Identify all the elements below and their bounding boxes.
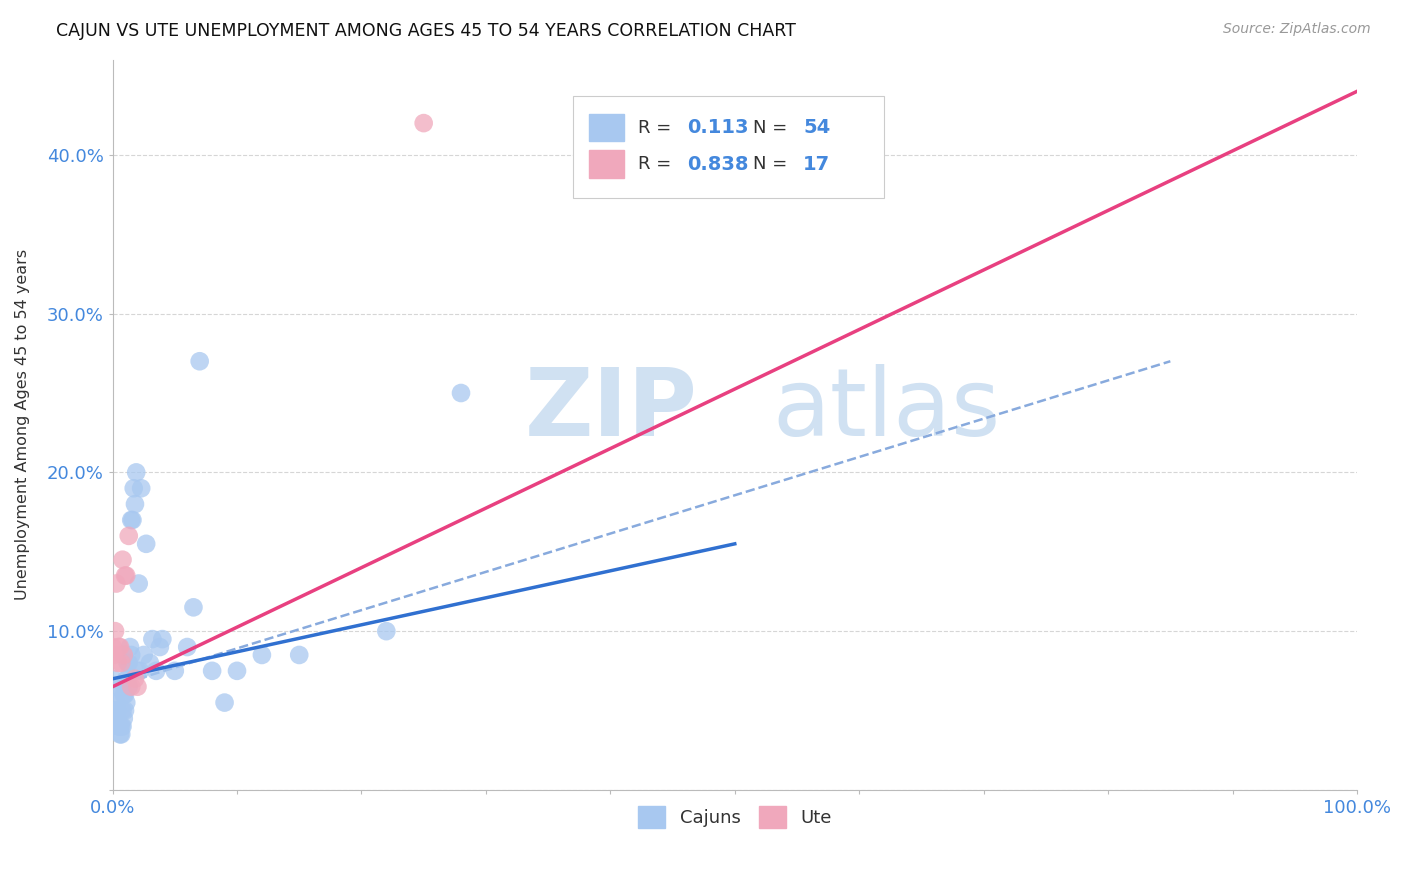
Point bbox=[115, 672, 138, 686]
Point bbox=[107, 640, 129, 654]
Point bbox=[450, 386, 472, 401]
Text: 0.838: 0.838 bbox=[688, 154, 749, 174]
Bar bbox=[589, 150, 624, 178]
Text: N =: N = bbox=[754, 119, 793, 136]
Point bbox=[101, 640, 124, 654]
Point bbox=[103, 648, 125, 662]
Point bbox=[128, 576, 150, 591]
Point bbox=[132, 648, 155, 662]
Point bbox=[141, 632, 163, 646]
Point bbox=[118, 656, 141, 670]
Point bbox=[135, 537, 157, 551]
Point bbox=[111, 552, 134, 566]
Point bbox=[112, 688, 135, 702]
Text: CAJUN VS UTE UNEMPLOYMENT AMONG AGES 45 TO 54 YEARS CORRELATION CHART: CAJUN VS UTE UNEMPLOYMENT AMONG AGES 45 … bbox=[56, 22, 796, 40]
Text: atlas: atlas bbox=[772, 364, 1000, 456]
Point bbox=[107, 711, 129, 725]
Point bbox=[112, 711, 135, 725]
Text: ZIP: ZIP bbox=[524, 364, 697, 456]
Bar bbox=[589, 113, 624, 142]
Point bbox=[120, 680, 142, 694]
Point bbox=[118, 529, 141, 543]
Point bbox=[125, 466, 148, 480]
Point bbox=[163, 664, 186, 678]
Point bbox=[104, 688, 127, 702]
Point bbox=[114, 704, 136, 718]
Text: R =: R = bbox=[638, 155, 676, 173]
Text: 0.113: 0.113 bbox=[688, 118, 749, 137]
Point bbox=[110, 656, 132, 670]
Point bbox=[101, 672, 124, 686]
Point bbox=[288, 648, 311, 662]
Point bbox=[120, 648, 142, 662]
Point bbox=[114, 568, 136, 582]
Point bbox=[107, 704, 129, 718]
Point bbox=[129, 481, 152, 495]
Text: 54: 54 bbox=[803, 118, 831, 137]
Point bbox=[112, 648, 135, 662]
Point bbox=[183, 600, 205, 615]
Point bbox=[107, 719, 129, 733]
Point bbox=[117, 672, 139, 686]
Point bbox=[226, 664, 249, 678]
Point bbox=[412, 116, 434, 130]
Point bbox=[114, 688, 136, 702]
Point bbox=[124, 672, 146, 686]
Point bbox=[110, 727, 132, 741]
Text: Source: ZipAtlas.com: Source: ZipAtlas.com bbox=[1223, 22, 1371, 37]
Point bbox=[121, 513, 143, 527]
Point bbox=[115, 568, 138, 582]
Point bbox=[120, 513, 142, 527]
Point bbox=[139, 656, 162, 670]
Point bbox=[129, 664, 152, 678]
Point bbox=[375, 624, 398, 639]
Point bbox=[111, 719, 134, 733]
Text: R =: R = bbox=[638, 119, 676, 136]
Text: N =: N = bbox=[754, 155, 793, 173]
Point bbox=[188, 354, 211, 368]
Point bbox=[118, 640, 141, 654]
Point bbox=[250, 648, 273, 662]
Point bbox=[127, 664, 149, 678]
Point bbox=[105, 576, 128, 591]
Point bbox=[110, 719, 132, 733]
Point bbox=[111, 704, 134, 718]
FancyBboxPatch shape bbox=[574, 96, 884, 198]
Point bbox=[127, 680, 149, 694]
Point bbox=[107, 719, 129, 733]
Point bbox=[107, 656, 129, 670]
Point bbox=[108, 640, 131, 654]
Y-axis label: Unemployment Among Ages 45 to 54 years: Unemployment Among Ages 45 to 54 years bbox=[15, 249, 30, 600]
Point bbox=[118, 680, 141, 694]
Legend: Cajuns, Ute: Cajuns, Ute bbox=[631, 799, 839, 836]
Point bbox=[108, 727, 131, 741]
Point bbox=[115, 696, 138, 710]
Point bbox=[149, 640, 172, 654]
Point bbox=[124, 497, 146, 511]
Text: 17: 17 bbox=[803, 154, 831, 174]
Point bbox=[103, 680, 125, 694]
Point bbox=[150, 632, 173, 646]
Point bbox=[105, 704, 128, 718]
Point bbox=[214, 696, 236, 710]
Point bbox=[105, 696, 128, 710]
Point bbox=[201, 664, 224, 678]
Point bbox=[108, 719, 131, 733]
Point bbox=[145, 664, 167, 678]
Point bbox=[122, 481, 145, 495]
Point bbox=[104, 624, 127, 639]
Point bbox=[176, 640, 198, 654]
Point bbox=[117, 656, 139, 670]
